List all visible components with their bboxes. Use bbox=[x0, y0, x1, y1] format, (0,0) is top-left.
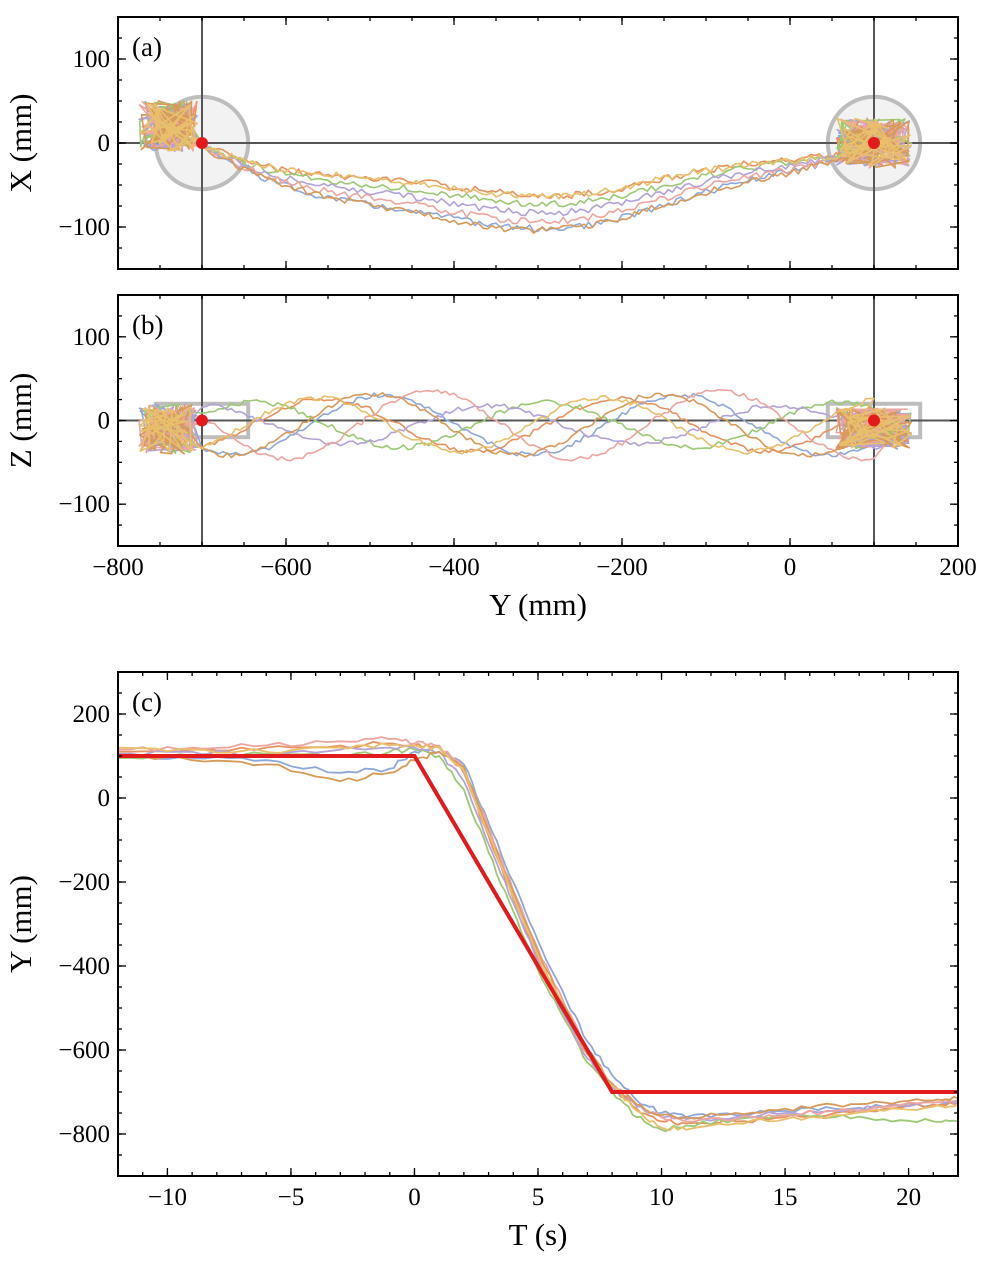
target-center-dot bbox=[196, 414, 208, 427]
target-center-dot bbox=[868, 137, 880, 149]
panel-label: (b) bbox=[132, 310, 163, 340]
y-tick-label: 100 bbox=[73, 46, 111, 73]
trial-trace bbox=[118, 741, 958, 1126]
trial-trace bbox=[118, 742, 958, 1132]
x-tick-label: 0 bbox=[408, 1184, 421, 1211]
y-axis-title: Y (mm) bbox=[3, 875, 38, 973]
target-center-dot bbox=[196, 137, 208, 149]
panel-label: (a) bbox=[132, 32, 162, 62]
y-tick-label: −100 bbox=[58, 214, 110, 241]
x-tick-label: −800 bbox=[92, 554, 144, 581]
target-center-dot bbox=[868, 414, 880, 427]
x-tick-label: −5 bbox=[278, 1184, 305, 1211]
plot-area bbox=[118, 295, 958, 546]
y-tick-label: −400 bbox=[58, 953, 110, 980]
trajectory-line bbox=[138, 395, 912, 455]
panel-c-y-vs-time: 200 0 −200 −400 −600 −800 −10 −5 0 5 10 15 20 (c) Y (m… bbox=[3, 671, 959, 1252]
y-tick-label: 0 bbox=[98, 408, 111, 435]
y-tick-label: −100 bbox=[58, 491, 110, 518]
x-tick-label: −400 bbox=[428, 554, 480, 581]
target-trajectory-line bbox=[118, 754, 958, 1094]
x-axis-title: T (s) bbox=[509, 1217, 568, 1252]
trajectory-line bbox=[140, 100, 910, 233]
plot-frame bbox=[117, 16, 959, 270]
plot-area bbox=[118, 736, 958, 1133]
x-tick-label: −200 bbox=[596, 554, 648, 581]
x-tick-label: 10 bbox=[649, 1184, 674, 1211]
y-tick-label: −800 bbox=[58, 1121, 110, 1148]
plot-frame bbox=[117, 294, 959, 547]
panel-b-zy-trajectories: 100 0 −100 −800 −600 −400 −200 0 200 (b) Z (mm) Y (… bbox=[3, 294, 977, 622]
x-tick-label: 5 bbox=[532, 1184, 545, 1211]
y-tick-label: −200 bbox=[58, 869, 110, 896]
x-axis-title: Y (mm) bbox=[489, 587, 587, 622]
y-tick-label: −600 bbox=[58, 1037, 110, 1064]
trial-trace bbox=[118, 736, 958, 1123]
y-tick-label: 200 bbox=[73, 701, 111, 728]
trial-trace bbox=[118, 745, 958, 1119]
trajectory-line bbox=[139, 100, 913, 208]
trial-trace bbox=[118, 750, 958, 1120]
x-tick-label: 200 bbox=[939, 554, 977, 581]
trial-trace bbox=[118, 744, 958, 1122]
panel-a-xy-trajectories: 100 0 −100 (a) X (mm) bbox=[3, 16, 959, 270]
y-axis-title: Z (mm) bbox=[3, 373, 38, 469]
y-tick-label: 0 bbox=[98, 130, 111, 157]
x-tick-label: 15 bbox=[773, 1184, 798, 1211]
x-tick-label: 20 bbox=[896, 1184, 921, 1211]
trajectory-line bbox=[138, 392, 911, 458]
y-tick-label: 100 bbox=[73, 324, 111, 351]
x-tick-label: −600 bbox=[260, 554, 312, 581]
plot-frame bbox=[117, 671, 959, 1177]
trajectory-line bbox=[139, 101, 913, 200]
panel-label: (c) bbox=[132, 687, 162, 717]
y-tick-label: 0 bbox=[98, 785, 111, 812]
plot-area bbox=[118, 17, 958, 269]
y-axis-title: X (mm) bbox=[3, 93, 38, 192]
trajectory-line bbox=[138, 103, 912, 217]
trajectory-line bbox=[142, 100, 904, 200]
x-tick-label: −10 bbox=[148, 1184, 187, 1211]
x-tick-label: 0 bbox=[784, 554, 797, 581]
